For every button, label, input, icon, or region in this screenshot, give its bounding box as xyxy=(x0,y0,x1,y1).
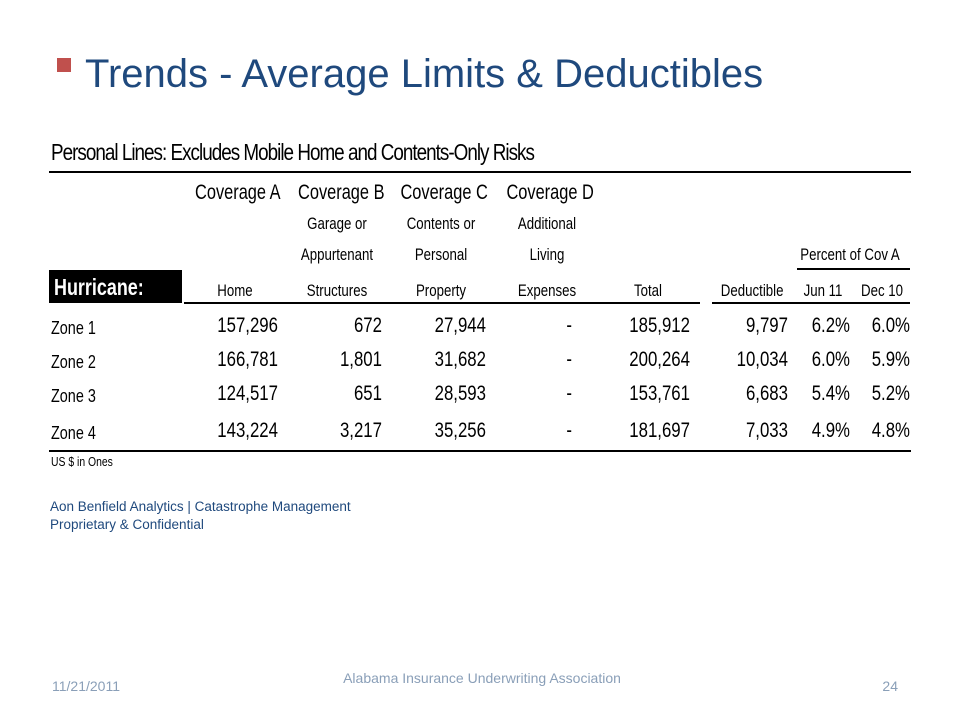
cell-coverage-b: 672 xyxy=(353,314,382,337)
header-total: Total xyxy=(633,281,663,300)
cell-total: 181,697 xyxy=(629,419,690,442)
header-home: Home xyxy=(217,281,253,300)
source-line-analytics: Aon Benfield Analytics | Catastrophe Man… xyxy=(50,499,351,514)
cell-coverage-a: 166,781 xyxy=(217,348,278,371)
cell-coverage-a: 157,296 xyxy=(217,314,278,337)
header-structures: Structures xyxy=(306,281,368,300)
zone-label: Zone 2 xyxy=(51,352,96,372)
cell-dec-10: 5.2% xyxy=(871,382,910,405)
section-label-box xyxy=(49,270,182,303)
section-label-hurricane: Hurricane: xyxy=(54,274,144,300)
cell-coverage-b: 3,217 xyxy=(339,419,382,442)
header-coverage-d-sub1: Additional xyxy=(517,214,577,233)
zone-label: Zone 1 xyxy=(51,318,96,338)
header-coverage-c: Coverage C xyxy=(400,181,488,204)
header-coverage-d: Coverage D xyxy=(506,181,594,204)
cell-coverage-c: 31,682 xyxy=(434,348,486,371)
limits-deductibles-table: Personal Lines: Excludes Mobile Home and… xyxy=(49,139,911,469)
cell-coverage-a: 124,517 xyxy=(217,382,278,405)
cell-dec-10: 4.8% xyxy=(871,419,910,442)
header-coverage-b-sub1: Garage or xyxy=(307,214,367,233)
zone-label: Zone 3 xyxy=(51,386,96,406)
source-line-confidential: Proprietary & Confidential xyxy=(50,517,204,532)
header-coverage-c-sub2: Personal xyxy=(414,245,468,264)
cell-deductible: 9,797 xyxy=(745,314,788,337)
header-coverage-d-sub2: Living xyxy=(529,245,565,264)
cell-total: 185,912 xyxy=(629,314,690,337)
footer-date: 11/21/2011 xyxy=(52,678,120,694)
cell-coverage-d: - xyxy=(566,348,572,371)
table-bottom-rule xyxy=(49,450,911,452)
cell-deductible: 10,034 xyxy=(736,348,788,371)
cell-coverage-b: 1,801 xyxy=(339,348,382,371)
header-coverage-a: Coverage A xyxy=(195,181,281,204)
footer-organization: Alabama Insurance Underwriting Associati… xyxy=(343,670,621,686)
cell-dec-10: 5.9% xyxy=(871,348,910,371)
header-dec-10: Dec 10 xyxy=(860,281,904,300)
header-percent-of-cov-a: Percent of Cov A xyxy=(800,245,900,264)
cell-deductible: 6,683 xyxy=(745,382,788,405)
header-coverage-b: Coverage B xyxy=(298,181,385,204)
cell-coverage-b: 651 xyxy=(353,382,382,405)
cell-coverage-d: - xyxy=(566,382,572,405)
slide-title: Trends - Average Limits & Deductibles xyxy=(85,52,764,96)
cell-coverage-d: - xyxy=(566,419,572,442)
source-attribution: Aon Benfield Analytics | Catastrophe Man… xyxy=(50,498,351,534)
cell-coverage-c: 27,944 xyxy=(434,314,486,337)
cell-coverage-c: 28,593 xyxy=(434,382,486,405)
cell-total: 153,761 xyxy=(629,382,690,405)
cell-jun-11: 5.4% xyxy=(811,382,850,405)
cell-coverage-c: 35,256 xyxy=(434,419,486,442)
cell-coverage-d: - xyxy=(566,314,572,337)
header-expenses: Expenses xyxy=(517,281,577,300)
zone-label: Zone 4 xyxy=(51,423,96,443)
header-underline-percent-group xyxy=(797,268,910,270)
table-top-rule xyxy=(49,171,911,173)
title-bullet-icon xyxy=(57,58,71,72)
cell-jun-11: 6.0% xyxy=(811,348,850,371)
header-deductible: Deductible xyxy=(720,281,784,300)
cell-deductible: 7,033 xyxy=(745,419,788,442)
footer-page-number: 24 xyxy=(882,678,898,694)
table-title: Personal Lines: Excludes Mobile Home and… xyxy=(51,139,535,165)
header-coverage-b-sub2: Appurtenant xyxy=(300,245,374,264)
header-jun-11: Jun 11 xyxy=(803,281,843,300)
cell-jun-11: 6.2% xyxy=(811,314,850,337)
header-property: Property xyxy=(415,281,467,300)
header-underline-deductible xyxy=(712,302,910,304)
header-underline-coverages xyxy=(184,302,700,304)
cell-dec-10: 6.0% xyxy=(871,314,910,337)
cell-coverage-a: 143,224 xyxy=(217,419,278,442)
units-note: US $ in Ones xyxy=(51,454,113,469)
cell-jun-11: 4.9% xyxy=(811,419,850,442)
header-coverage-c-sub1: Contents or xyxy=(406,214,476,233)
cell-total: 200,264 xyxy=(629,348,690,371)
